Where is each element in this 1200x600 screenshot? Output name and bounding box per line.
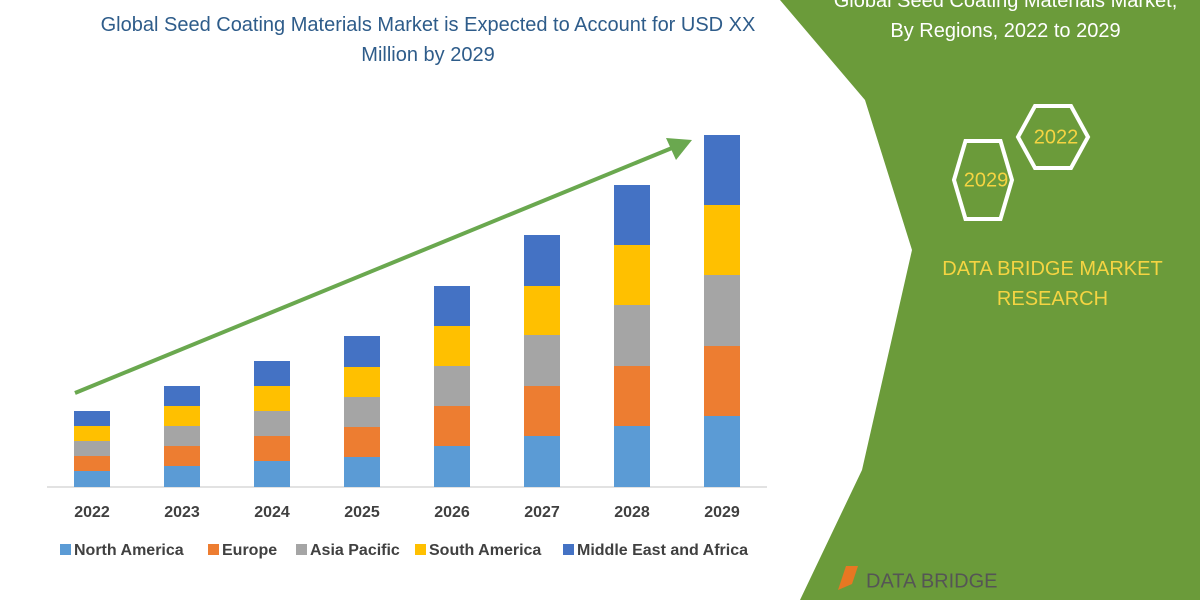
- bar-segment: [254, 411, 290, 436]
- bar-segment: [704, 205, 740, 275]
- legend-swatch: [296, 544, 307, 555]
- x-tick-label: 2024: [254, 504, 290, 521]
- x-tick-label: 2022: [74, 504, 110, 521]
- bar-segment: [344, 397, 380, 427]
- bar-segment: [614, 305, 650, 366]
- arrow-head: [666, 138, 692, 160]
- legend-label: Asia Pacific: [310, 542, 400, 559]
- bar-segment: [164, 446, 200, 466]
- bar-segment: [704, 346, 740, 416]
- bar-segment: [344, 457, 380, 487]
- bar-segment: [254, 361, 290, 386]
- bar-segment: [704, 275, 740, 346]
- bar-segment: [434, 366, 470, 406]
- bar-segment: [434, 406, 470, 446]
- trend-arrow: [74, 146, 673, 395]
- bar-segment: [74, 426, 110, 441]
- bar-segment: [254, 386, 290, 411]
- legend-label: Middle East and Africa: [577, 542, 748, 559]
- bar-segment: [614, 426, 650, 487]
- bar-segment: [524, 235, 560, 286]
- legend-label: North America: [74, 542, 184, 559]
- bar-segment: [614, 185, 650, 245]
- bar-segment: [614, 245, 650, 305]
- bar-segment: [164, 466, 200, 487]
- bar-segment: [254, 461, 290, 487]
- bar-segment: [704, 135, 740, 205]
- bar-segment: [344, 367, 380, 397]
- bar-segment: [614, 366, 650, 426]
- side-panel-bg: [780, 0, 1200, 600]
- legend-swatch: [208, 544, 219, 555]
- hex-label: 2022: [1034, 126, 1079, 148]
- hex-label: 2029: [964, 169, 1009, 191]
- x-tick-label: 2026: [434, 504, 470, 521]
- legend-label: Europe: [222, 542, 277, 559]
- bar-segment: [524, 335, 560, 386]
- legend-label: South America: [429, 542, 541, 559]
- x-tick-label: 2027: [524, 504, 560, 521]
- bar-segment: [164, 426, 200, 446]
- bar-segment: [164, 406, 200, 426]
- logo-icon: [838, 566, 858, 590]
- bar-segment: [434, 326, 470, 366]
- logo-text: DATA BRIDGE: [866, 570, 998, 592]
- bar-segment: [434, 286, 470, 326]
- x-tick-label: 2025: [344, 504, 380, 521]
- x-tick-label: 2029: [704, 504, 740, 521]
- bar-segment: [74, 471, 110, 487]
- side-title: Global Seed Coating Materials Market, By…: [833, 0, 1178, 42]
- hexagon: [1015, 104, 1091, 170]
- bar-segment: [524, 286, 560, 335]
- legend-swatch: [415, 544, 426, 555]
- bar-segment: [344, 336, 380, 367]
- hexagon: [951, 139, 1015, 221]
- bar-segment: [74, 456, 110, 471]
- x-tick-label: 2023: [164, 504, 200, 521]
- bar-segment: [164, 386, 200, 406]
- legend-swatch: [60, 544, 71, 555]
- legend-swatch: [563, 544, 574, 555]
- bar-segment: [74, 441, 110, 456]
- bar-segment: [524, 386, 560, 436]
- bar-segment: [434, 446, 470, 487]
- chart-title: Global Seed Coating Materials Market is …: [100, 14, 756, 66]
- bar-segment: [344, 427, 380, 457]
- brand: DATA BRIDGE MARKET RESEARCH: [942, 258, 1163, 310]
- bar-segment: [524, 436, 560, 487]
- bar-segment: [704, 416, 740, 487]
- bar-segment: [254, 436, 290, 461]
- x-tick-label: 2028: [614, 504, 650, 521]
- bar-segment: [74, 411, 110, 426]
